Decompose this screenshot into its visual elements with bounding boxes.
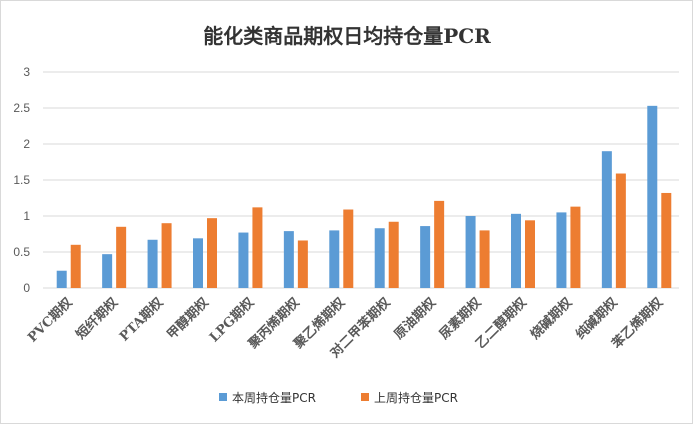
bar-series-2 — [116, 226, 127, 288]
bar-series-1 — [329, 230, 340, 288]
legend-label: 上周持仓量PCR — [374, 390, 458, 405]
legend-swatch — [361, 393, 369, 401]
gridlines — [43, 71, 679, 289]
y-axis-tick-labels: 0 0.5 1 1.5 2 2.5 3 — [13, 65, 30, 295]
legend: 本周持仓量PCR 上周持仓量PCR — [219, 390, 458, 405]
bars — [56, 105, 672, 288]
bar-series-1 — [420, 226, 431, 288]
bar-series-1 — [56, 270, 67, 288]
bar-series-1 — [647, 105, 658, 288]
bar-series-2 — [615, 173, 626, 288]
x-tick-label: 短纤期权 — [73, 294, 122, 343]
y-tick-label: 1.5 — [13, 173, 30, 187]
x-tick-label: PTA期权 — [116, 294, 167, 345]
bar-series-1 — [238, 232, 249, 288]
bar-series-2 — [388, 221, 399, 288]
bar-series-1 — [511, 213, 521, 288]
bar-series-1 — [556, 212, 567, 288]
bar-series-2 — [161, 223, 172, 288]
legend-label: 本周持仓量PCR — [232, 390, 316, 405]
bar-series-2 — [479, 230, 490, 288]
x-tick-label: 烧碱期权 — [527, 294, 576, 343]
x-axis-tick-labels: PVC期权短纤期权PTA期权甲醇期权LPG期权聚丙烯期权聚乙烯期权对二甲苯期权原… — [24, 294, 666, 361]
bar-series-2 — [434, 200, 445, 288]
bar-series-1 — [374, 228, 385, 288]
bar-series-1 — [147, 239, 158, 288]
y-tick-label: 3 — [23, 65, 30, 79]
bar-series-2 — [570, 206, 581, 288]
x-tick-label: 乙二醇期权 — [473, 294, 531, 352]
y-tick-label: 2 — [23, 137, 30, 151]
y-tick-label: 0 — [23, 281, 30, 295]
y-tick-label: 0.5 — [13, 245, 30, 259]
bar-series-1 — [465, 216, 476, 288]
bar-series-2 — [207, 218, 217, 288]
bar-series-2 — [252, 207, 263, 288]
bar-series-2 — [297, 240, 308, 288]
chart-title: 能化类商品期权日均持仓量PCR — [203, 24, 491, 48]
x-tick-label: PVC期权 — [24, 294, 76, 346]
bar-series-2 — [525, 220, 535, 288]
bar-series-1 — [102, 254, 113, 288]
y-tick-label: 2.5 — [13, 101, 30, 115]
bar-series-1 — [601, 151, 612, 288]
bar-series-1 — [193, 238, 203, 288]
x-tick-label: 甲醇期权 — [164, 294, 213, 343]
y-tick-label: 1 — [23, 209, 30, 223]
legend-swatch — [219, 393, 227, 401]
bar-series-2 — [343, 209, 354, 288]
bar-series-1 — [283, 231, 294, 288]
bar-series-2 — [70, 244, 81, 288]
x-tick-label: 原油期权 — [391, 294, 440, 343]
bar-series-2 — [661, 192, 672, 288]
